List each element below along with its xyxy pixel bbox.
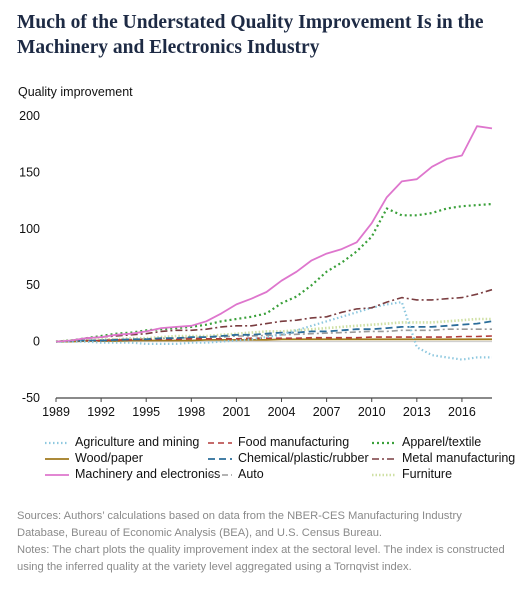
legend-item: Metal manufacturing <box>371 451 515 465</box>
legend-swatch <box>372 457 396 460</box>
x-tick-label: 1992 <box>87 405 115 419</box>
y-tick-label: 0 <box>33 335 40 349</box>
legend-label: Machinery and electronics <box>75 467 221 481</box>
chart-title: Much of the Understated Quality Improvem… <box>17 10 507 60</box>
legend-swatch <box>45 457 69 460</box>
legend-swatch <box>208 457 232 460</box>
legend-label: Metal manufacturing <box>402 451 516 465</box>
y-tick-label: 50 <box>26 278 40 292</box>
legend-label: Furniture <box>402 467 453 481</box>
series-lines <box>55 125 493 361</box>
series-line <box>55 125 493 343</box>
y-tick-label: 100 <box>19 222 40 236</box>
legend-item: Wood/paper <box>44 451 143 465</box>
legend-swatch <box>372 473 396 477</box>
chart-title-line-1: Much of the Understated Quality Improvem… <box>17 12 484 33</box>
x-tick-label: 1995 <box>132 405 160 419</box>
y-tick-label: 150 <box>19 165 40 179</box>
series-line <box>55 317 492 343</box>
x-tick-label: 1989 <box>42 405 70 419</box>
sources-text: Sources: Authors’ calculations based on … <box>17 510 462 539</box>
legend-item: Machinery and electronics <box>44 467 220 481</box>
y-tick-label: -50 <box>22 391 40 405</box>
series-line <box>55 320 493 343</box>
x-axis: 1989 1992 1995 1998 2001 2004 2007 2010 2013 2016 <box>42 397 492 419</box>
line-chart: Quality improvement -50 0 50 100 150 200 1989… <box>18 85 493 419</box>
legend-item: Chemical/plastic/rubber <box>207 451 369 465</box>
x-tick-label: 1998 <box>177 405 205 419</box>
series-line <box>55 202 493 343</box>
x-tick-label: 2001 <box>223 405 251 419</box>
x-tick-label: 2010 <box>358 405 386 419</box>
x-tick-label: 2007 <box>313 405 341 419</box>
x-tick-label: 2004 <box>268 405 296 419</box>
legend-label: Wood/paper <box>75 451 143 465</box>
legend-swatch <box>45 473 69 476</box>
legend-item: Furniture <box>371 467 452 481</box>
notes-block: Sources: Authors’ calculations based on … <box>17 508 512 576</box>
x-tick-label: 2013 <box>403 405 431 419</box>
y-axis-ticks: -50 0 50 100 150 200 <box>19 109 492 405</box>
legend-label: Chemical/plastic/rubber <box>238 451 369 465</box>
chart-title-line-2: Machinery and Electronics Industry <box>17 37 320 58</box>
x-tick-label: 2016 <box>448 405 476 419</box>
y-tick-label: 200 <box>19 109 40 123</box>
y-axis-label: Quality improvement <box>18 85 133 99</box>
legend-item: Auto <box>207 467 264 481</box>
notes-text: Notes: The chart plots the quality impro… <box>17 544 505 573</box>
legend-label: Auto <box>238 467 264 481</box>
legend-swatch <box>208 473 232 476</box>
series-line <box>56 301 492 361</box>
